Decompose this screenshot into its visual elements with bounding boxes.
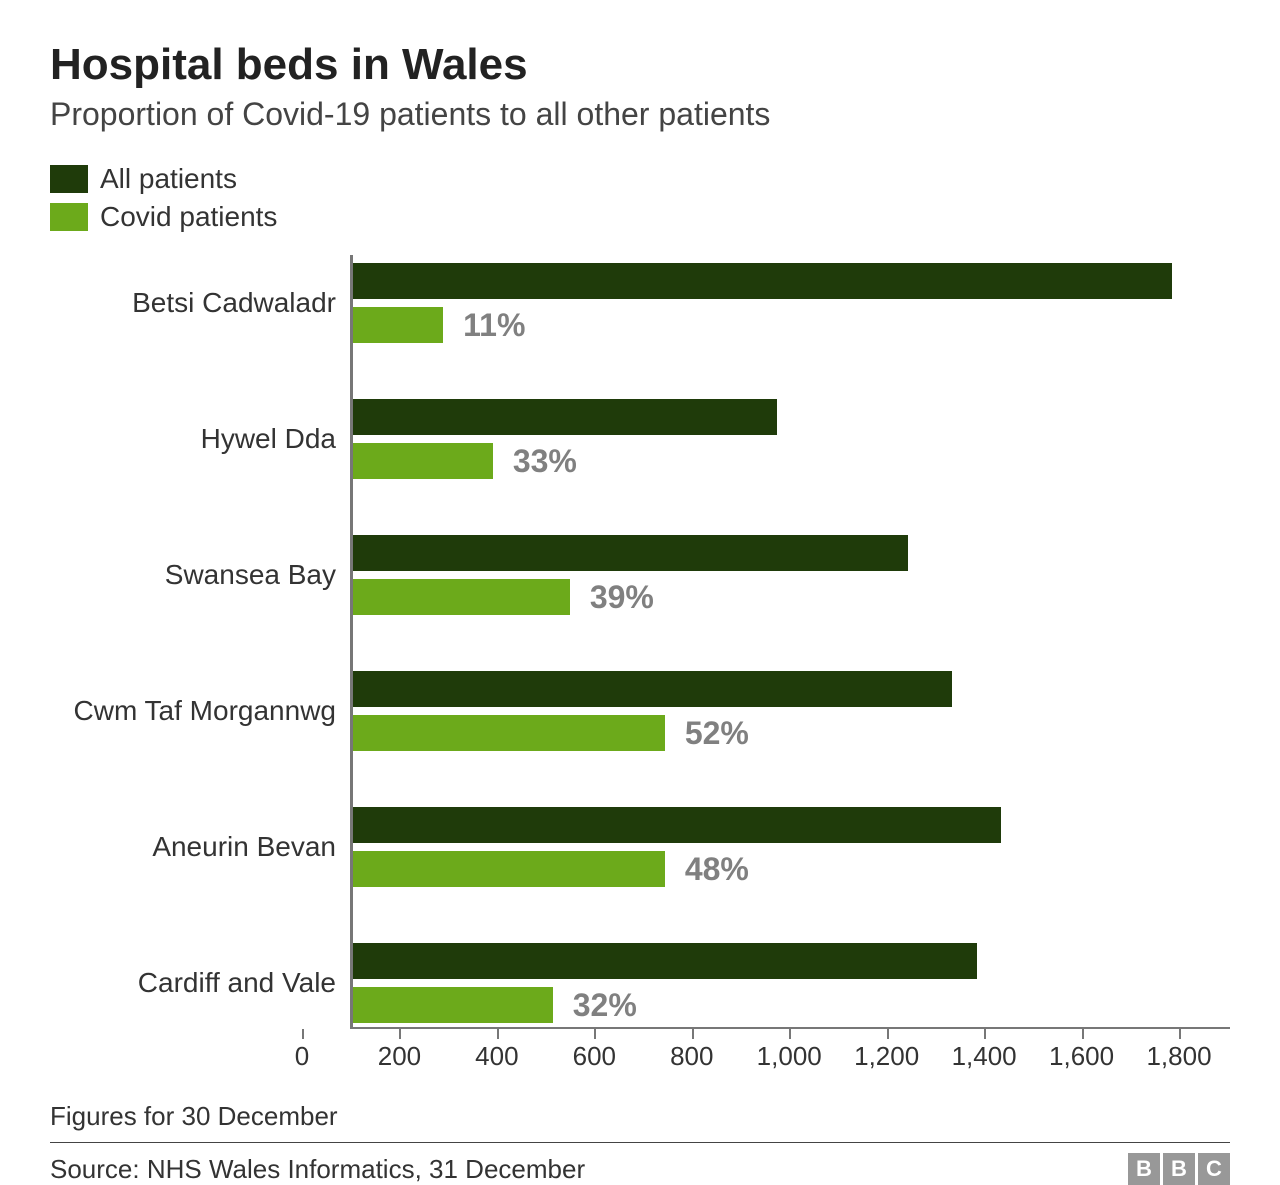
percent-label: 39% [590, 579, 654, 616]
bar-covid [353, 443, 493, 479]
bar-all [353, 263, 1172, 299]
bbc-logo-block: B [1128, 1153, 1160, 1185]
legend-item-covid: Covid patients [50, 201, 1230, 233]
bar-all [353, 535, 908, 571]
legend-item-all: All patients [50, 163, 1230, 195]
chart-area: Betsi Cadwaladr Hywel Dda Swansea Bay Cwm T… [50, 255, 1230, 1031]
x-tick: 0 [302, 1029, 304, 1039]
x-tick: 1,200 [887, 1029, 889, 1039]
x-tick-label: 1,000 [757, 1041, 822, 1072]
x-tick: 1,400 [984, 1029, 986, 1039]
category-label: Swansea Bay [165, 559, 336, 591]
plot-area: 11% 33% 39% 52% 48% 32% [350, 255, 1230, 1029]
bbc-logo-block: C [1198, 1153, 1230, 1185]
percent-label: 52% [685, 715, 749, 752]
x-tick: 200 [399, 1029, 401, 1039]
legend: All patients Covid patients [50, 163, 1230, 233]
percent-label: 48% [685, 851, 749, 888]
percent-label: 32% [573, 987, 637, 1024]
bar-covid [353, 715, 665, 751]
x-tick-label: 1,600 [1049, 1041, 1114, 1072]
bbc-logo-block: B [1163, 1153, 1195, 1185]
x-tick: 600 [594, 1029, 596, 1039]
category-label: Cwm Taf Morgannwg [74, 695, 336, 727]
chart-container: Hospital beds in Wales Proportion of Cov… [0, 0, 1280, 1114]
legend-swatch-covid [50, 203, 88, 231]
y-axis-labels: Betsi Cadwaladr Hywel Dda Swansea Bay Cwm T… [50, 255, 350, 1031]
x-tick: 1,800 [1179, 1029, 1181, 1039]
category-label: Hywel Dda [201, 423, 336, 455]
source-text: Source: NHS Wales Informatics, 31 Decemb… [50, 1154, 585, 1185]
x-tick-label: 0 [295, 1041, 309, 1072]
percent-label: 33% [513, 443, 577, 480]
bar-covid [353, 987, 553, 1023]
legend-label-covid: Covid patients [100, 201, 277, 233]
chart-title: Hospital beds in Wales [50, 40, 1230, 90]
x-tick: 1,600 [1082, 1029, 1084, 1039]
category-label: Aneurin Bevan [152, 831, 336, 863]
x-tick: 800 [692, 1029, 694, 1039]
footnote: Figures for 30 December [50, 1101, 1230, 1143]
x-axis: 0 200 400 600 800 1,000 1,200 1,400 1,600 1,800 [300, 1029, 1280, 1079]
bbc-logo: BBC [1128, 1153, 1230, 1185]
source-row: Source: NHS Wales Informatics, 31 Decemb… [50, 1153, 1230, 1185]
bar-all [353, 943, 977, 979]
x-tick: 1,000 [789, 1029, 791, 1039]
category-label: Betsi Cadwaladr [132, 287, 336, 319]
x-tick-label: 1,200 [854, 1041, 919, 1072]
bar-covid [353, 307, 443, 343]
category-label: Cardiff and Vale [138, 967, 336, 999]
legend-label-all: All patients [100, 163, 237, 195]
percent-label: 11% [463, 307, 525, 344]
bar-all [353, 671, 952, 707]
bar-covid [353, 851, 665, 887]
x-tick-label: 1,800 [1146, 1041, 1211, 1072]
x-tick-label: 200 [378, 1041, 421, 1072]
x-tick-label: 800 [670, 1041, 713, 1072]
bar-covid [353, 579, 570, 615]
chart-subtitle: Proportion of Covid-19 patients to all o… [50, 96, 1230, 133]
x-tick-label: 1,400 [952, 1041, 1017, 1072]
legend-swatch-all [50, 165, 88, 193]
x-tick: 400 [497, 1029, 499, 1039]
x-tick-label: 600 [573, 1041, 616, 1072]
bar-all [353, 399, 777, 435]
x-tick-label: 400 [475, 1041, 518, 1072]
bar-all [353, 807, 1001, 843]
